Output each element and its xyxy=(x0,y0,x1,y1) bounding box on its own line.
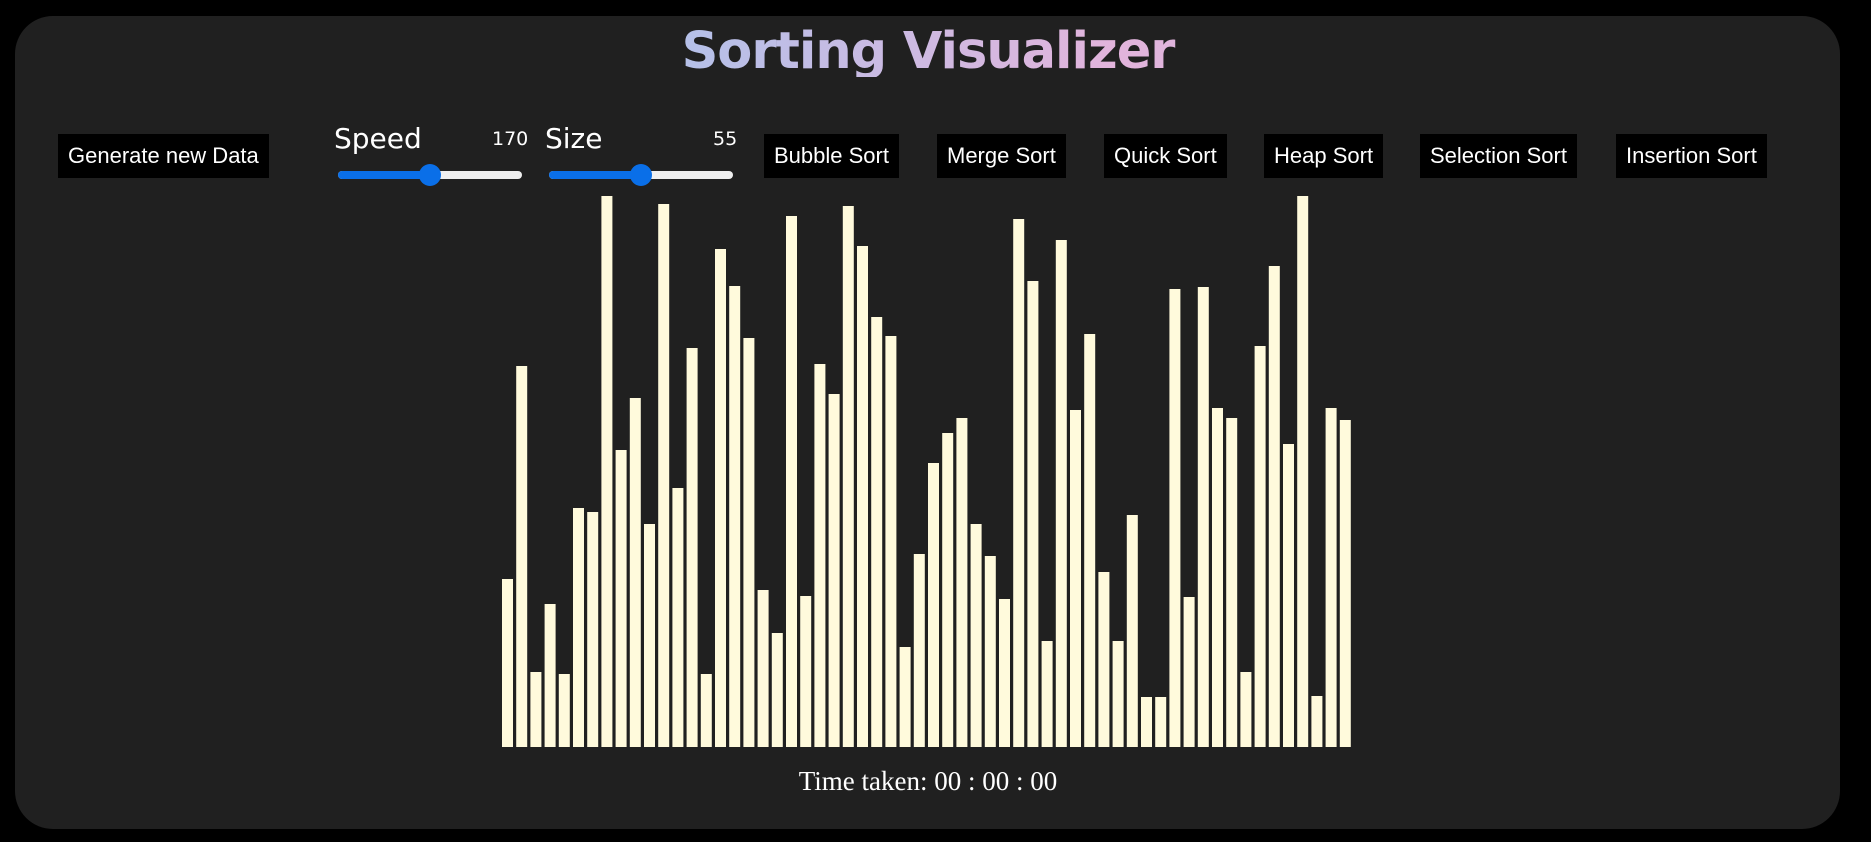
bar-38 xyxy=(1041,641,1053,747)
bar-25 xyxy=(857,246,868,747)
bar-45 xyxy=(1141,697,1152,747)
bar-50 xyxy=(1212,408,1223,747)
bar-1 xyxy=(516,366,528,747)
bar-12 xyxy=(672,488,684,747)
bar-33 xyxy=(970,524,982,747)
bar-52 xyxy=(1240,672,1252,747)
bar-35 xyxy=(999,599,1010,747)
bar-15 xyxy=(715,249,726,747)
bar-32 xyxy=(956,418,968,747)
speed-slider[interactable] xyxy=(338,164,522,186)
bar-54 xyxy=(1268,266,1280,747)
bar-41 xyxy=(1084,334,1096,747)
bar-5 xyxy=(573,508,584,747)
heap-sort-button[interactable]: Heap Sort xyxy=(1264,134,1384,178)
bar-29 xyxy=(913,554,925,747)
bubble-sort-button[interactable]: Bubble Sort xyxy=(764,134,899,178)
bar-16 xyxy=(729,286,741,747)
bar-4 xyxy=(558,674,570,747)
bar-17 xyxy=(743,338,755,747)
bar-22 xyxy=(814,364,826,747)
bar-20 xyxy=(786,216,797,747)
bar-31 xyxy=(942,433,954,747)
bar-28 xyxy=(899,647,911,747)
bar-9 xyxy=(629,398,641,747)
bar-36 xyxy=(1013,219,1025,747)
bar-6 xyxy=(587,512,599,747)
bar-27 xyxy=(885,336,897,747)
bar-44 xyxy=(1126,515,1138,747)
bar-37 xyxy=(1027,281,1039,747)
bar-18 xyxy=(757,590,769,747)
bar-53 xyxy=(1254,346,1266,747)
size-slider-thumb[interactable] xyxy=(630,164,652,186)
bar-26 xyxy=(871,317,883,747)
bar-57 xyxy=(1311,696,1323,747)
merge-sort-button[interactable]: Merge Sort xyxy=(937,134,1066,178)
page-title: Sorting Visualizer xyxy=(0,26,1856,77)
speed-label: Speed xyxy=(334,122,422,155)
bar-51 xyxy=(1226,418,1238,747)
time-taken: Time taken: 00 : 00 : 00 xyxy=(798,766,1058,796)
bar-3 xyxy=(544,604,556,747)
bar-14 xyxy=(700,674,712,747)
bar-13 xyxy=(686,348,698,747)
bar-47 xyxy=(1169,289,1181,747)
bar-40 xyxy=(1070,410,1081,747)
bar-0 xyxy=(502,579,513,747)
speed-slider-thumb[interactable] xyxy=(419,164,441,186)
bar-55 xyxy=(1283,444,1294,747)
bar-39 xyxy=(1055,240,1067,747)
size-value: 55 xyxy=(713,128,738,150)
bar-49 xyxy=(1197,287,1209,747)
bar-7 xyxy=(601,196,613,747)
bar-8 xyxy=(615,450,627,747)
bar-43 xyxy=(1112,641,1124,747)
bar-11 xyxy=(658,204,670,747)
bar-2 xyxy=(530,672,542,747)
bar-42 xyxy=(1098,572,1110,747)
size-slider-fill xyxy=(549,171,641,179)
bar-30 xyxy=(928,463,939,747)
bar-23 xyxy=(828,394,840,747)
speed-value: 170 xyxy=(492,128,529,150)
bar-24 xyxy=(842,206,854,747)
generate-new-data-button[interactable]: Generate new Data xyxy=(58,134,269,178)
insertion-sort-button[interactable]: Insertion Sort xyxy=(1616,134,1767,178)
size-slider[interactable] xyxy=(549,164,733,186)
bar-10 xyxy=(644,524,655,747)
bar-21 xyxy=(800,596,812,747)
bar-56 xyxy=(1297,196,1309,747)
bar-48 xyxy=(1183,597,1195,747)
selection-sort-button[interactable]: Selection Sort xyxy=(1420,134,1577,178)
bar-59 xyxy=(1339,420,1351,747)
bar-58 xyxy=(1325,408,1337,747)
bar-34 xyxy=(984,556,996,747)
bar-46 xyxy=(1155,697,1167,747)
quick-sort-button[interactable]: Quick Sort xyxy=(1104,134,1227,178)
size-label: Size xyxy=(545,122,603,155)
bar-19 xyxy=(771,633,783,747)
speed-slider-fill xyxy=(338,171,430,179)
